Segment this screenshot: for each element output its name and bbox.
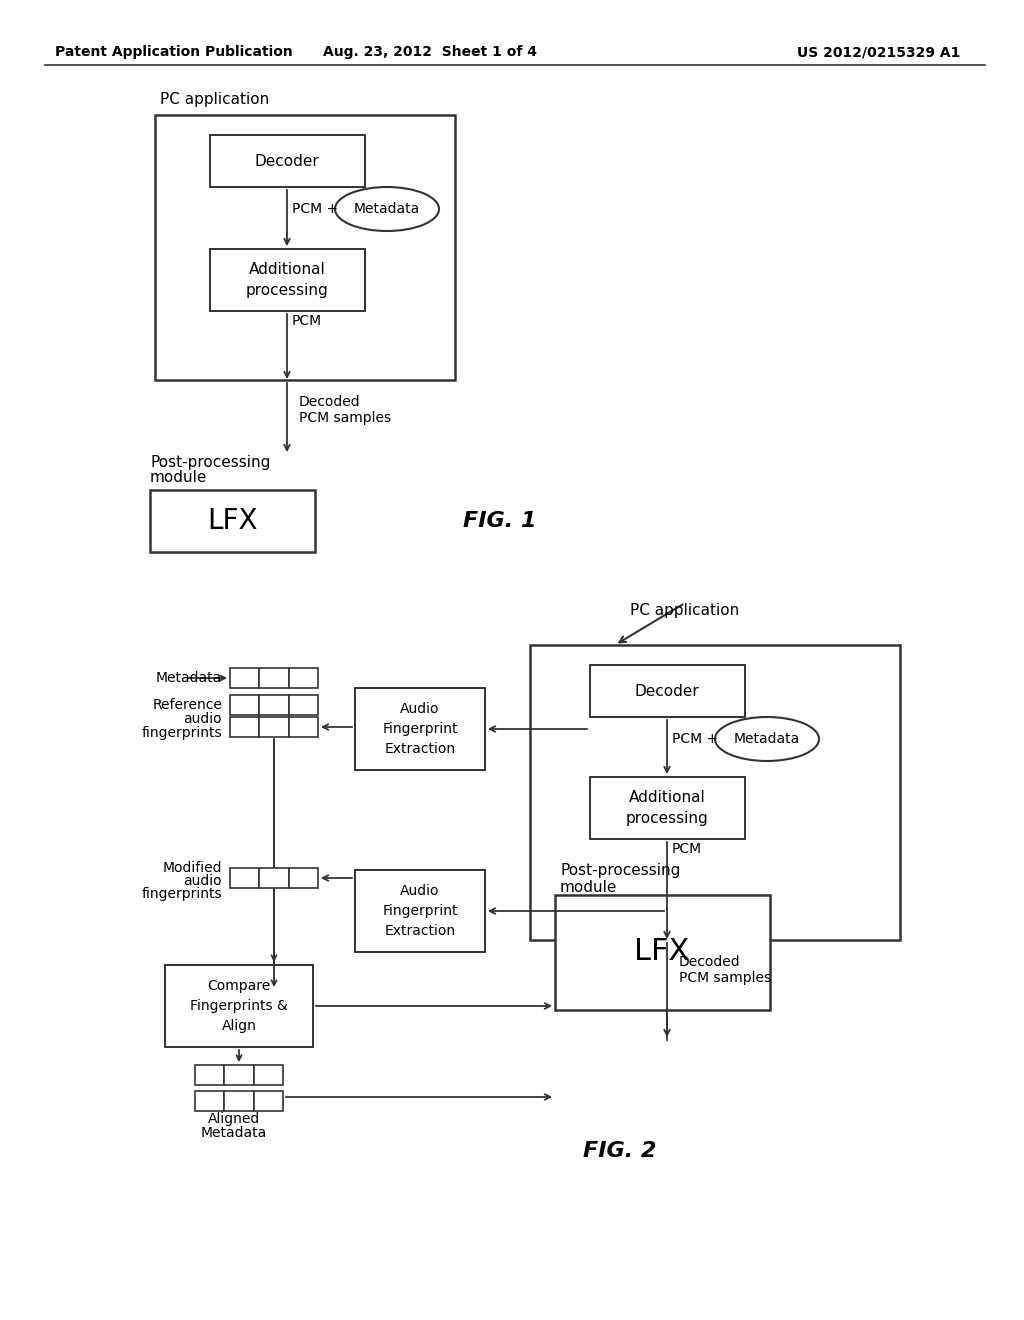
Text: Fingerprint: Fingerprint [382, 904, 458, 917]
Text: audio: audio [183, 711, 222, 726]
Bar [254, 1065, 283, 1085]
Bar [259, 696, 289, 715]
Bar [230, 717, 259, 737]
Text: Extraction: Extraction [384, 924, 456, 939]
Text: Fingerprint: Fingerprint [382, 722, 458, 737]
Bar [259, 869, 289, 888]
Bar [230, 869, 259, 888]
Text: Post-processing: Post-processing [150, 454, 270, 470]
Text: Extraction: Extraction [384, 742, 456, 756]
Text: fingerprints: fingerprints [141, 726, 222, 741]
Text: module: module [560, 879, 617, 895]
Bar [355, 870, 485, 952]
Text: PCM +: PCM + [292, 202, 338, 216]
Text: PCM: PCM [292, 314, 323, 327]
Text: Audio: Audio [400, 702, 439, 715]
Bar [254, 1092, 283, 1111]
Text: FIG. 2: FIG. 2 [584, 1140, 656, 1162]
Bar [195, 1065, 224, 1085]
Text: module: module [150, 470, 208, 486]
Bar [259, 668, 289, 688]
Text: Post-processing: Post-processing [560, 862, 680, 878]
Text: Aug. 23, 2012  Sheet 1 of 4: Aug. 23, 2012 Sheet 1 of 4 [323, 45, 537, 59]
Text: Align: Align [221, 1019, 256, 1034]
Text: Compare: Compare [208, 979, 270, 993]
Bar [165, 965, 313, 1047]
Bar [289, 696, 318, 715]
Bar [210, 249, 365, 312]
Text: PC application: PC application [630, 602, 739, 618]
Text: Patent Application Publication: Patent Application Publication [55, 45, 293, 59]
Text: PCM samples: PCM samples [679, 972, 771, 985]
Bar [224, 1092, 254, 1111]
Text: Decoded: Decoded [679, 954, 740, 969]
Ellipse shape [335, 187, 439, 231]
Bar [590, 665, 745, 717]
Text: US 2012/0215329 A1: US 2012/0215329 A1 [797, 45, 961, 59]
Text: Additional: Additional [629, 791, 706, 805]
Bar [590, 777, 745, 840]
Text: audio: audio [183, 874, 222, 888]
Bar [289, 668, 318, 688]
Text: PCM +: PCM + [672, 733, 718, 746]
Bar [289, 717, 318, 737]
Text: Metadata: Metadata [354, 202, 420, 216]
Text: FIG. 1: FIG. 1 [463, 511, 537, 531]
Bar [289, 869, 318, 888]
Text: Decoded: Decoded [299, 395, 360, 409]
Text: Additional: Additional [249, 263, 326, 277]
Bar [530, 645, 900, 940]
Bar [259, 717, 289, 737]
Text: Metadata: Metadata [156, 671, 222, 685]
Text: PCM samples: PCM samples [299, 411, 391, 425]
Text: Metadata: Metadata [734, 733, 800, 746]
Ellipse shape [715, 717, 819, 762]
Text: LFX: LFX [207, 507, 257, 535]
Bar [155, 115, 455, 380]
Text: processing: processing [626, 810, 709, 825]
Text: Metadata: Metadata [201, 1126, 267, 1140]
Text: Decoder: Decoder [255, 153, 319, 169]
Text: PC application: PC application [160, 92, 269, 107]
Text: Aligned: Aligned [208, 1111, 260, 1126]
Bar [230, 696, 259, 715]
Bar [555, 895, 770, 1010]
Text: Fingerprints &: Fingerprints & [190, 999, 288, 1012]
Bar [230, 668, 259, 688]
Text: Modified: Modified [163, 861, 222, 875]
Text: LFX: LFX [634, 937, 690, 966]
Text: fingerprints: fingerprints [141, 887, 222, 902]
Bar [210, 135, 365, 187]
Bar [195, 1092, 224, 1111]
Bar [355, 688, 485, 770]
Bar [150, 490, 315, 552]
Text: processing: processing [246, 282, 329, 297]
Text: Reference: Reference [153, 698, 222, 711]
Text: PCM: PCM [672, 842, 702, 855]
Bar [224, 1065, 254, 1085]
Text: Decoder: Decoder [635, 684, 699, 698]
Text: Audio: Audio [400, 884, 439, 898]
